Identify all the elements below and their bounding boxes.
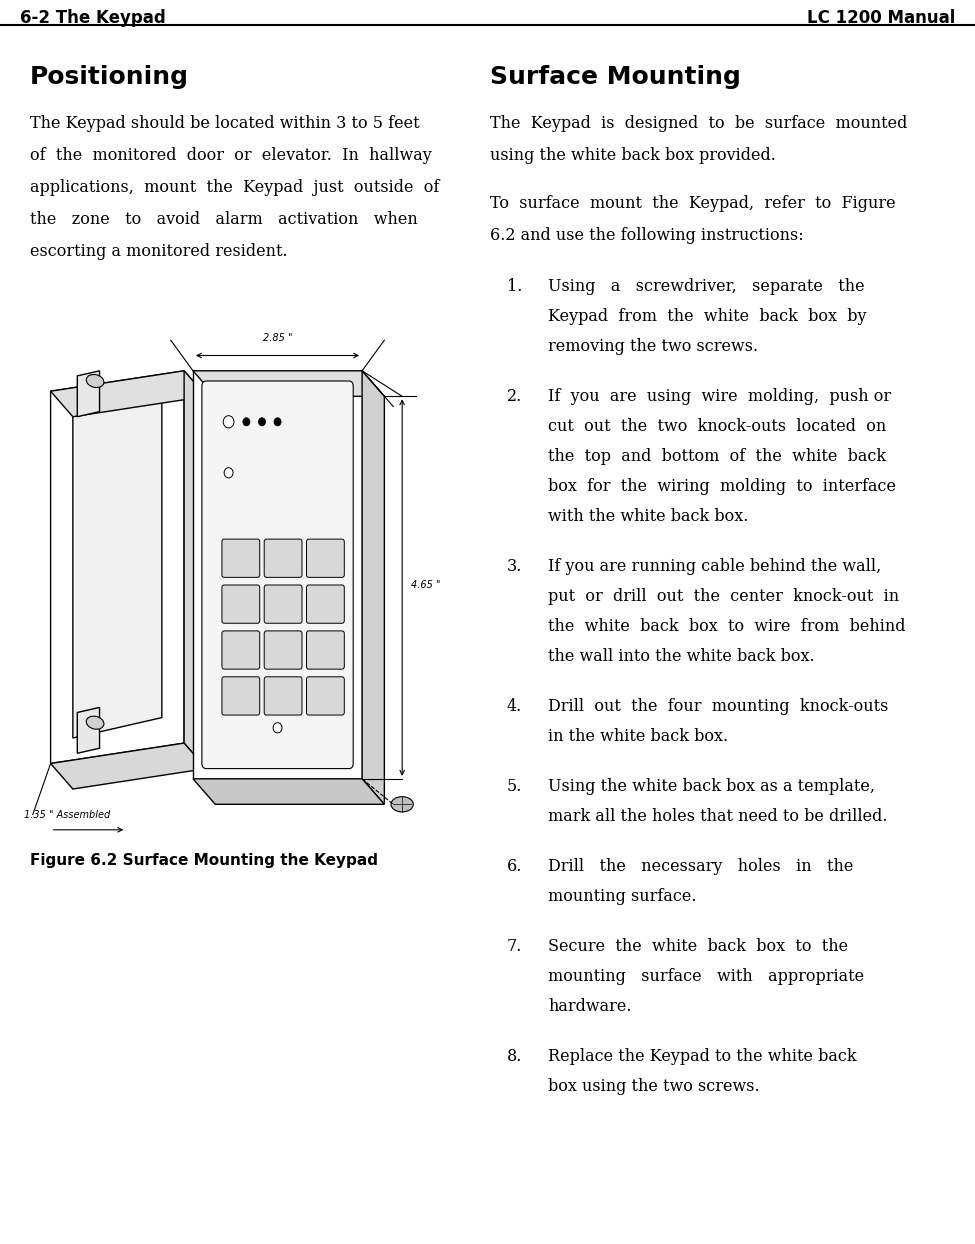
Text: 6.2 and use the following instructions:: 6.2 and use the following instructions: [490,226,803,244]
Circle shape [274,418,281,425]
Polygon shape [184,371,207,769]
Text: The Keypad should be located within 3 to 5 feet: The Keypad should be located within 3 to… [30,114,419,132]
Polygon shape [51,743,207,789]
FancyBboxPatch shape [306,677,344,715]
Polygon shape [51,371,207,417]
Text: If you are running cable behind the wall,: If you are running cable behind the wall… [548,559,881,575]
FancyBboxPatch shape [306,585,344,623]
Text: 6.: 6. [507,858,523,875]
Text: Keypad  from  the  white  back  box  by: Keypad from the white back box by [548,309,867,325]
Text: Positioning: Positioning [30,65,189,90]
Text: applications,  mount  the  Keypad  just  outside  of: applications, mount the Keypad just outs… [30,179,440,197]
Text: of  the  monitored  door  or  elevator.  In  hallway: of the monitored door or elevator. In ha… [30,147,432,164]
Text: 2.85 ": 2.85 " [263,332,292,343]
Text: hardware.: hardware. [548,998,632,1015]
Text: mounting   surface   with   appropriate: mounting surface with appropriate [548,968,864,985]
Circle shape [273,723,282,733]
FancyBboxPatch shape [222,677,259,715]
FancyBboxPatch shape [264,677,302,715]
Polygon shape [362,371,384,805]
Polygon shape [193,371,362,779]
Text: The  Keypad  is  designed  to  be  surface  mounted: The Keypad is designed to be surface mou… [490,114,908,132]
Text: the  white  back  box  to  wire  from  behind: the white back box to wire from behind [548,618,906,634]
Text: mark all the holes that need to be drilled.: mark all the holes that need to be drill… [548,809,887,825]
FancyBboxPatch shape [306,631,344,669]
Text: with the white back box.: with the white back box. [548,508,749,525]
Circle shape [223,415,234,428]
Text: LC 1200 Manual: LC 1200 Manual [806,9,955,27]
Polygon shape [193,779,384,805]
Text: the   zone   to   avoid   alarm   activation   when: the zone to avoid alarm activation when [30,211,417,228]
Text: 2.: 2. [507,388,523,406]
Text: Figure 6.2 Surface Mounting the Keypad: Figure 6.2 Surface Mounting the Keypad [30,853,378,868]
Text: 4.: 4. [507,698,523,715]
Text: Drill   the   necessary   holes   in   the: Drill the necessary holes in the [548,858,853,875]
Text: box  for  the  wiring  molding  to  interface: box for the wiring molding to interface [548,478,896,495]
FancyBboxPatch shape [306,539,344,577]
Text: using the white back box provided.: using the white back box provided. [490,147,776,164]
Text: in the white back box.: in the white back box. [548,728,728,745]
Text: Drill  out  the  four  mounting  knock-outs: Drill out the four mounting knock-outs [548,698,888,715]
Text: 5.: 5. [507,778,523,795]
Text: 1.: 1. [507,277,523,295]
FancyBboxPatch shape [222,539,259,577]
Text: put  or  drill  out  the  center  knock-out  in: put or drill out the center knock-out in [548,588,899,605]
Text: the wall into the white back box.: the wall into the white back box. [548,648,815,666]
Text: 1.35 " Assembled: 1.35 " Assembled [24,810,110,820]
Text: Surface Mounting: Surface Mounting [490,65,741,90]
FancyBboxPatch shape [264,585,302,623]
Text: mounting surface.: mounting surface. [548,888,696,904]
Text: the  top  and  bottom  of  the  white  back: the top and bottom of the white back [548,448,886,465]
Text: 3.: 3. [507,559,523,575]
Text: removing the two screws.: removing the two screws. [548,338,759,355]
FancyBboxPatch shape [222,585,259,623]
Text: 4.65 ": 4.65 " [411,580,441,590]
FancyBboxPatch shape [222,631,259,669]
Ellipse shape [86,374,104,388]
FancyBboxPatch shape [202,381,353,769]
Text: 8.: 8. [507,1047,523,1065]
Ellipse shape [86,717,104,729]
Text: To  surface  mount  the  Keypad,  refer  to  Figure: To surface mount the Keypad, refer to Fi… [490,195,896,211]
Polygon shape [51,371,184,764]
Polygon shape [77,371,99,417]
Text: Using the white back box as a template,: Using the white back box as a template, [548,778,875,795]
Text: Replace the Keypad to the white back: Replace the Keypad to the white back [548,1047,857,1065]
Circle shape [258,418,265,425]
Ellipse shape [391,796,413,812]
Polygon shape [77,708,99,754]
Text: box using the two screws.: box using the two screws. [548,1079,760,1095]
FancyBboxPatch shape [264,631,302,669]
Text: escorting a monitored resident.: escorting a monitored resident. [30,243,288,260]
Circle shape [243,418,250,425]
Polygon shape [73,397,162,738]
Polygon shape [193,371,384,397]
Text: 7.: 7. [507,938,523,955]
Text: Using   a   screwdriver,   separate   the: Using a screwdriver, separate the [548,277,865,295]
Text: 6-2 The Keypad: 6-2 The Keypad [20,9,166,27]
Text: If  you  are  using  wire  molding,  push or: If you are using wire molding, push or [548,388,891,406]
Circle shape [224,468,233,478]
FancyBboxPatch shape [264,539,302,577]
Text: cut  out  the  two  knock-outs  located  on: cut out the two knock-outs located on [548,418,886,435]
Text: Secure  the  white  back  box  to  the: Secure the white back box to the [548,938,848,955]
